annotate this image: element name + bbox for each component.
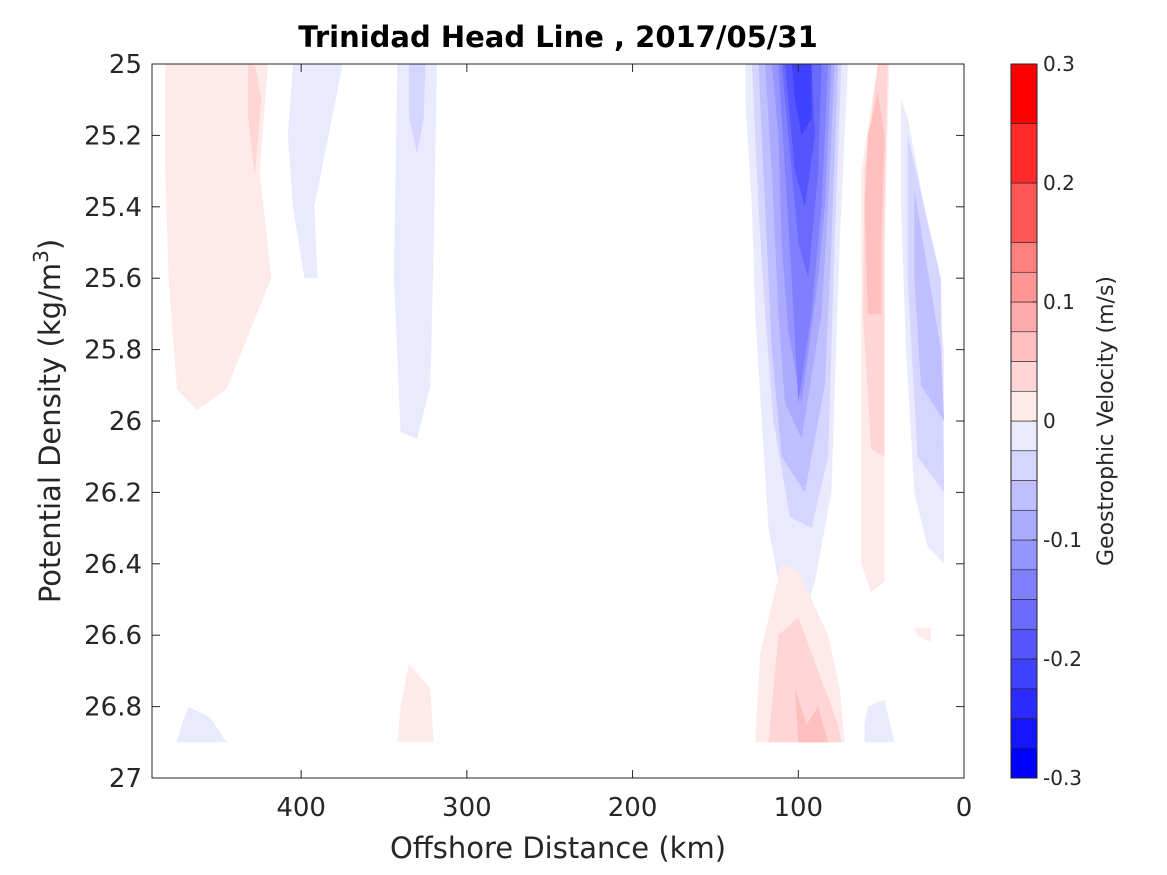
y-tick-label: 25.8 [84,336,142,366]
contour-region-26 [914,628,931,643]
y-axis-ticks: 25 25.2 25.4 25.6 25.8 26 26.2 26.4 26.6 26.8 27 [84,50,964,794]
x-tick-label: 0 [956,793,973,823]
y-axis-label: Potential Density (kg/m3) [29,239,67,603]
x-tick-label: 300 [442,793,492,823]
colorbar-band [1010,242,1038,273]
colorbar-tick-label: -0.1 [1043,528,1082,552]
contour-region-1 [248,64,262,175]
colorbar-band [1010,539,1038,571]
colorbar-band [1010,628,1038,660]
y-tick-label: 26.8 [84,693,142,723]
colorbar-tick-label: 0.1 [1043,290,1075,314]
colorbar-band [1010,509,1038,541]
y-tick-label: 25 [109,50,142,80]
colorbar-band [1010,718,1038,749]
y-axis-label-close: ) [33,239,67,250]
contour-region-4 [408,64,426,154]
chart-title: Trinidad Head Line , 2017/05/31 [298,20,818,54]
colorbar-band [1010,361,1038,392]
colorbar [1010,63,1038,779]
colorbar-band [1010,390,1038,422]
colorbar-band [1010,271,1038,303]
colorbar-band [1010,420,1038,452]
y-axis-label-superscript: 3 [29,250,53,263]
y-tick-label: 26.6 [84,621,142,651]
contour-region-2 [287,64,343,279]
colorbar-band [1010,301,1038,333]
colorbar-band [1010,182,1038,243]
colorbar-band [1010,569,1038,600]
contour-region-24 [176,706,227,743]
y-tick-label: 25.6 [84,264,142,294]
contour-region-25 [864,699,895,743]
y-tick-label: 25.4 [84,193,142,223]
contour-regions [165,64,945,743]
colorbar-tick-label: -0.2 [1043,647,1082,671]
contour-region-21 [768,617,842,743]
colorbar-band [1010,450,1038,481]
colorbar-band [1010,480,1038,511]
colorbar-band [1010,331,1038,362]
colorbar-band [1010,658,1038,690]
y-tick-label: 25.2 [84,121,142,151]
y-tick-label: 26.4 [84,550,142,580]
contour-region-0 [165,64,272,411]
contour-region-3 [393,64,437,439]
x-axis-ticks: 400 300 200 100 0 [276,64,972,823]
colorbar-band [1010,63,1038,124]
y-tick-label: 26 [109,407,142,437]
colorbar-ticks: -0.3 -0.2 -0.1 0 0.1 0.2 0.3 [1032,52,1082,790]
x-axis-label: Offshore Distance (km) [390,831,726,865]
colorbar-tick-label: -0.3 [1043,766,1082,790]
colorbar-tick-label: 0 [1043,409,1056,433]
contour-region-16 [914,189,945,421]
colorbar-band [1010,688,1038,719]
contour-region-13 [791,64,812,136]
contour-region-23 [397,663,434,743]
y-tick-label: 26.2 [84,478,142,508]
x-tick-label: 400 [276,793,326,823]
colorbar-band [1010,747,1038,779]
y-tick-label: 27 [109,764,142,794]
colorbar-tick-label: 0.2 [1043,171,1075,195]
colorbar-band [1010,599,1038,630]
x-tick-label: 200 [608,793,658,823]
contour-region-22 [795,688,829,743]
colorbar-tick-label: 0.3 [1043,52,1075,76]
y-axis-label-main: Potential Density (kg/m [33,263,67,603]
colorbar-band [1010,123,1038,184]
x-tick-label: 100 [773,793,823,823]
colorbar-title: Geostrophic Velocity (m/s) [1094,276,1119,566]
contour-region-19 [864,92,885,314]
